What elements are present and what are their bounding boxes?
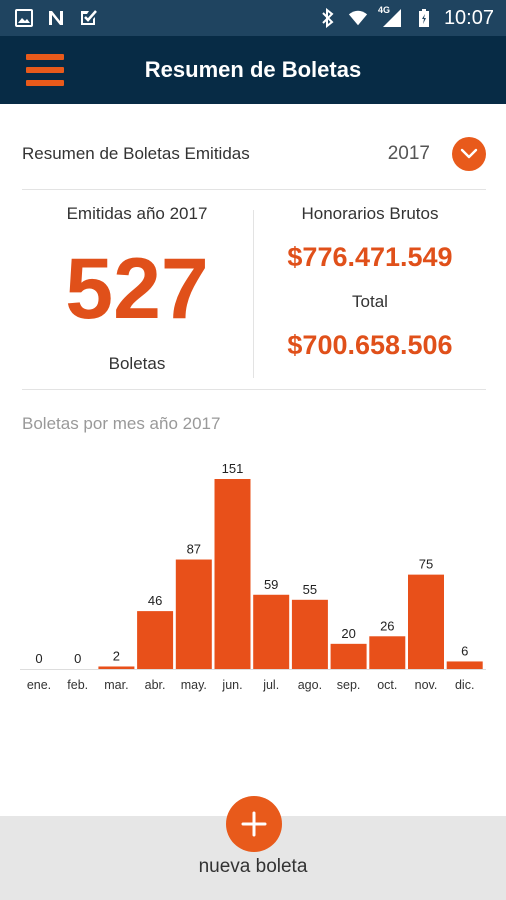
- status-time: 10:07: [443, 6, 494, 29]
- total-label: Total: [352, 292, 388, 311]
- data-label-mar: 2: [113, 648, 120, 663]
- vertical-divider: [253, 210, 254, 378]
- bar-sep[interactable]: [330, 643, 367, 669]
- bar-jul[interactable]: [253, 594, 290, 669]
- summary-row: Resumen de Boletas Emitidas 2017: [22, 132, 486, 176]
- bar-ago[interactable]: [291, 599, 328, 669]
- chevron-down-icon: [460, 148, 478, 159]
- bar-dic[interactable]: [446, 661, 483, 669]
- stats-panel: Emitidas año 2017 527 Boletas Honorarios…: [22, 190, 486, 388]
- boletas-unit-label: Boletas: [108, 354, 166, 373]
- wifi-icon: [348, 8, 368, 28]
- data-label-oct: 26: [380, 618, 394, 633]
- emitidas-label: Emitidas año 2017: [66, 204, 208, 223]
- honorarios-label: Honorarios Brutos: [301, 204, 439, 223]
- bar-mar[interactable]: [98, 666, 135, 669]
- divider: [22, 389, 486, 390]
- summary-label: Resumen de Boletas Emitidas: [22, 144, 250, 163]
- hamburger-menu-icon[interactable]: [26, 54, 64, 86]
- tick-label-dic: dic.: [455, 678, 474, 692]
- bar-may[interactable]: [175, 559, 212, 669]
- data-label-jun: 151: [222, 461, 244, 476]
- app-bar: Resumen de Boletas: [0, 36, 506, 104]
- data-label-may: 87: [187, 542, 201, 557]
- bluetooth-icon: [318, 8, 338, 28]
- tick-label-feb: feb.: [67, 678, 88, 692]
- tick-label-oct: oct.: [377, 678, 397, 692]
- tick-label-may: may.: [181, 678, 207, 692]
- new-boleta-button[interactable]: [226, 796, 282, 852]
- boletas-count: 527: [65, 241, 209, 337]
- year-dropdown-button[interactable]: [452, 137, 486, 171]
- bar-abr[interactable]: [137, 611, 174, 669]
- page-title: Resumen de Boletas: [144, 57, 362, 82]
- total-value: $700.658.506: [287, 330, 453, 360]
- tick-label-mar: mar.: [104, 678, 128, 692]
- tick-label-jul: jul.: [262, 678, 279, 692]
- data-label-jul: 59: [264, 577, 278, 592]
- chart-title: Boletas por mes año 2017: [22, 414, 221, 433]
- honorarios-value: $776.471.549: [287, 242, 453, 272]
- data-label-abr: 46: [148, 593, 162, 608]
- plus-icon: [241, 811, 267, 837]
- signal-icon: 4G: [377, 5, 404, 28]
- year-value[interactable]: 2017: [387, 143, 430, 164]
- checkbox-notification-icon: [78, 8, 98, 28]
- data-label-ago: 55: [303, 582, 317, 597]
- status-bar: 4G 10:07: [0, 0, 506, 36]
- tick-label-abr: abr.: [145, 678, 166, 692]
- data-label-sep: 20: [341, 626, 355, 641]
- n-notification-icon: [46, 8, 66, 28]
- honorarios-panel: Honorarios Brutos $776.471.549 Total $70…: [254, 190, 486, 388]
- image-icon: [14, 8, 34, 28]
- tick-label-jun: jun.: [221, 678, 242, 692]
- bar-nov[interactable]: [408, 574, 444, 669]
- bar-jun[interactable]: [214, 479, 251, 669]
- monthly-bar-chart: 0 ene. 0 feb. 2 mar. 46 abr. 87 may. 151 jun. 59 jul.…: [20, 461, 486, 692]
- network-type: 4G: [377, 5, 390, 15]
- new-boleta-label[interactable]: nueva boleta: [198, 856, 308, 877]
- emitidas-panel: Emitidas año 2017 527 Boletas: [22, 190, 252, 388]
- tick-label-sep: sep.: [337, 678, 361, 692]
- bar-oct[interactable]: [369, 636, 406, 669]
- data-label-feb: 0: [74, 651, 81, 666]
- battery-icon: [414, 8, 434, 28]
- tick-label-nov: nov.: [415, 678, 438, 692]
- data-label-ene: 0: [35, 651, 42, 666]
- tick-label-ago: ago.: [298, 678, 322, 692]
- tick-label-ene: ene.: [27, 678, 51, 692]
- divider: [22, 189, 486, 190]
- data-label-dic: 6: [461, 643, 468, 658]
- data-label-nov: 75: [419, 557, 433, 572]
